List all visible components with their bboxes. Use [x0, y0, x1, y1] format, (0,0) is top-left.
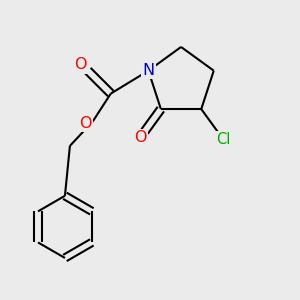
Text: Cl: Cl [216, 132, 231, 147]
Text: O: O [134, 130, 147, 145]
Text: N: N [142, 63, 154, 78]
Text: O: O [74, 57, 87, 72]
Text: O: O [79, 116, 92, 130]
